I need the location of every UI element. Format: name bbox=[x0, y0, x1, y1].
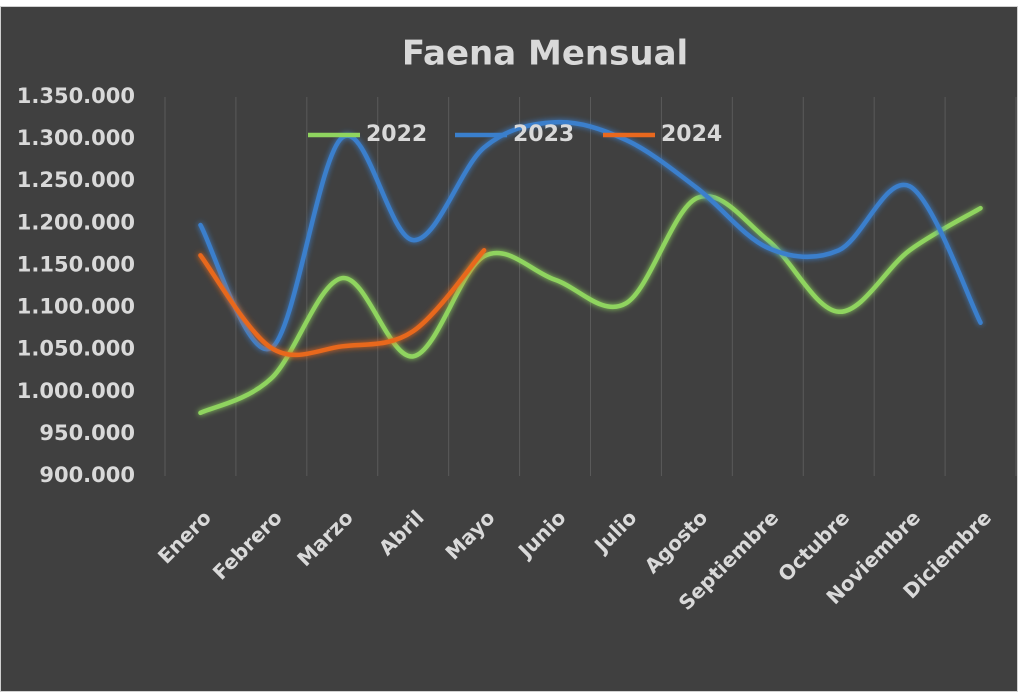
y-tick-label: 1.100.000 bbox=[17, 295, 135, 319]
series-line bbox=[198, 248, 487, 358]
y-tick-label: 950.000 bbox=[39, 421, 135, 445]
y-tick-label: 1.000.000 bbox=[17, 379, 135, 403]
legend-label: 2022 bbox=[366, 122, 427, 147]
series-line bbox=[198, 193, 983, 416]
y-tick-label: 900.000 bbox=[39, 463, 135, 487]
y-tick-label: 1.150.000 bbox=[17, 252, 135, 276]
y-tick-label: 1.250.000 bbox=[17, 168, 135, 192]
chart-title: Faena Mensual bbox=[402, 34, 688, 74]
chart-background bbox=[0, 6, 1018, 692]
y-tick-label: 1.050.000 bbox=[17, 337, 135, 361]
legend-label: 2023 bbox=[513, 122, 574, 147]
series-line bbox=[198, 119, 983, 352]
y-tick-label: 1.350.000 bbox=[17, 84, 135, 108]
y-tick-label: 1.300.000 bbox=[17, 126, 135, 150]
legend-label: 2024 bbox=[661, 122, 722, 147]
y-tick-label: 1.200.000 bbox=[17, 210, 135, 234]
